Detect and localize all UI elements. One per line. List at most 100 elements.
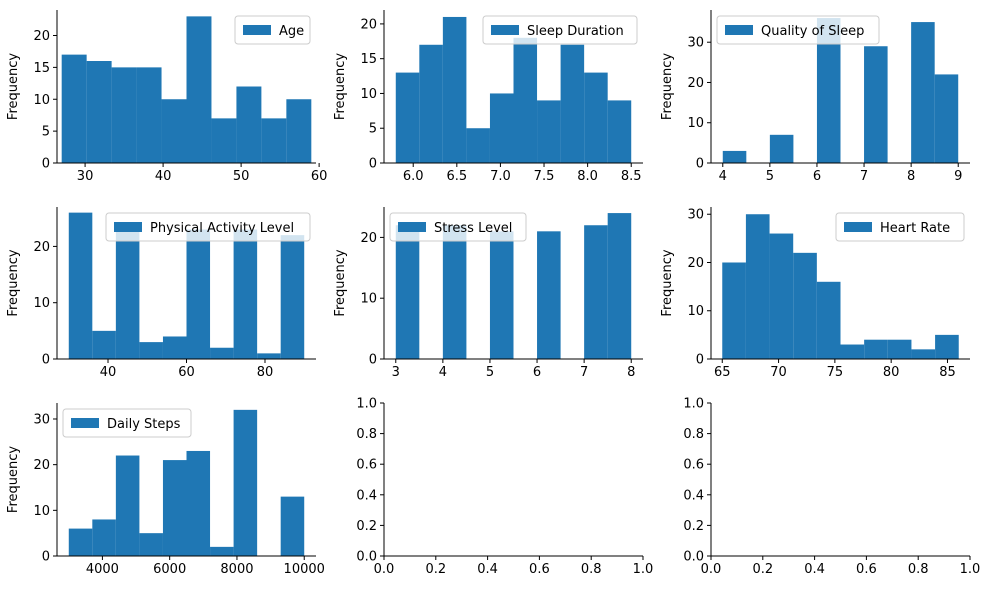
x-tick-label: 6 — [813, 169, 821, 184]
legend-swatch — [243, 25, 271, 35]
legend-label: Physical Activity Level — [150, 221, 294, 236]
y-tick-label: 30 — [687, 208, 704, 223]
y-tick-label: 20 — [687, 76, 704, 91]
y-tick-label: 20 — [33, 240, 50, 255]
histogram-bar — [745, 214, 770, 359]
subplot-1: 30 40 50 60 0 5 10 15 20 Frequency Age — [6, 10, 327, 184]
y-axis-label: Frequency — [333, 53, 348, 120]
y-tick-label: 0 — [42, 353, 50, 368]
y-axis-label: Frequency — [660, 249, 675, 316]
x-tick-label: 8000 — [220, 562, 253, 577]
subplot-9: 0.0 0.2 0.4 0.6 0.8 1.0 0.0 0.2 0.4 0.6 0.8 1.0 — [683, 397, 980, 578]
histogram-bar — [584, 225, 608, 359]
subplot-4: 40 60 80 0 10 20 Frequency Physical Activity Le… — [6, 207, 316, 380]
legend-frame — [62, 408, 192, 438]
histogram-bar — [864, 46, 888, 163]
x-tick-label: 6000 — [153, 562, 186, 577]
x-tick-label: 4 — [719, 169, 727, 184]
x-tick-label: 0.4 — [804, 562, 825, 577]
x-tick-label: 1.0 — [960, 562, 981, 577]
histogram-bar — [419, 44, 443, 163]
legend-frame — [389, 212, 527, 242]
histogram-bar — [840, 344, 865, 359]
y-axis-label: Frequency — [6, 249, 21, 316]
histogram-bar — [864, 339, 888, 359]
y-tick-label: 20 — [360, 231, 377, 246]
x-tick-label: 60 — [178, 365, 195, 380]
x-tick-label: 70 — [770, 365, 787, 380]
y-axis-label: Frequency — [660, 53, 675, 120]
y-tick-label: 15 — [360, 52, 377, 67]
histogram-bar — [162, 336, 187, 359]
y-tick-label: 0.6 — [356, 458, 377, 473]
subplot-2: 6.0 6.5 7.0 7.5 8.0 8.5 0 5 10 15 20 Frequency Sleep… — [333, 10, 643, 184]
x-tick-label: 5 — [486, 365, 494, 380]
histogram-bar — [136, 67, 162, 163]
histogram-bar — [139, 533, 163, 556]
x-tick-label: 8.5 — [621, 169, 642, 184]
x-tick-label: 9 — [954, 169, 962, 184]
y-tick-label: 0.0 — [356, 550, 377, 565]
y-tick-label: 20 — [33, 29, 50, 44]
x-tick-label: 40 — [100, 365, 117, 380]
x-tick-label: 7.5 — [534, 169, 555, 184]
histogram-bar — [68, 528, 93, 556]
x-tick-label: 7.0 — [490, 169, 511, 184]
histogram-bar — [816, 281, 841, 359]
histogram-bar — [186, 450, 211, 556]
x-tick-label: 10000 — [284, 562, 325, 577]
histogram-bar — [935, 334, 959, 359]
histogram-bar — [162, 460, 187, 556]
y-axis-label: Frequency — [6, 53, 21, 120]
histogram-bar — [139, 342, 163, 359]
histogram-bar — [816, 18, 841, 164]
legend-frame — [105, 212, 311, 242]
histogram-bar — [210, 347, 234, 359]
histogram-bar — [489, 93, 514, 163]
histogram-bar — [286, 99, 312, 163]
legend: Sleep Duration — [482, 15, 638, 45]
x-tick-label: 8.0 — [577, 169, 598, 184]
x-tick-label: 30 — [77, 169, 94, 184]
x-tick-label: 3 — [392, 365, 400, 380]
y-tick-label: 15 — [33, 61, 50, 76]
histogram-bar — [722, 150, 747, 163]
histogram-bar — [86, 61, 112, 163]
y-tick-label: 1.0 — [683, 397, 704, 412]
x-tick-label: 50 — [233, 169, 250, 184]
histogram-bar — [186, 16, 212, 163]
y-tick-label: 0 — [696, 157, 704, 172]
histogram-bar — [513, 37, 538, 164]
histogram-bar — [261, 118, 287, 163]
subplot-8: 0.0 0.2 0.4 0.6 0.8 1.0 0.0 0.2 0.4 0.6 0.8 1.0 — [356, 397, 653, 578]
histogram-bar — [115, 229, 140, 359]
histogram-bar — [769, 233, 794, 359]
legend-label: Daily Steps — [107, 417, 181, 432]
histogram-bar — [280, 235, 305, 359]
x-tick-label: 6.5 — [446, 169, 467, 184]
x-tick-label: 80 — [257, 365, 274, 380]
y-axis-label: Frequency — [6, 446, 21, 513]
legend-label: Sleep Duration — [527, 24, 624, 39]
histogram-bar — [934, 74, 959, 163]
y-tick-label: 0.4 — [683, 488, 704, 503]
legend-swatch — [71, 418, 99, 428]
legend-swatch — [725, 25, 753, 35]
histogram-bar — [210, 546, 234, 556]
y-tick-label: 0.8 — [683, 427, 704, 442]
y-tick-label: 0.2 — [356, 519, 377, 534]
histogram-bar — [395, 72, 420, 163]
histogram-bar — [769, 134, 794, 163]
x-tick-label: 0.2 — [752, 562, 773, 577]
subplot-3: 4 5 6 7 8 9 0 10 20 30 Frequency Quality of Sleep — [660, 10, 970, 184]
x-tick-label: 0.0 — [701, 562, 722, 577]
y-tick-label: 30 — [33, 412, 50, 427]
histogram-bar — [584, 72, 608, 163]
histogram-bar — [68, 212, 93, 359]
x-tick-label: 0.6 — [529, 562, 550, 577]
y-tick-label: 10 — [33, 504, 50, 519]
y-tick-label: 0 — [42, 157, 50, 172]
histogram-bar — [466, 128, 490, 163]
histogram-bar — [537, 231, 561, 359]
x-tick-label: 5 — [766, 169, 774, 184]
